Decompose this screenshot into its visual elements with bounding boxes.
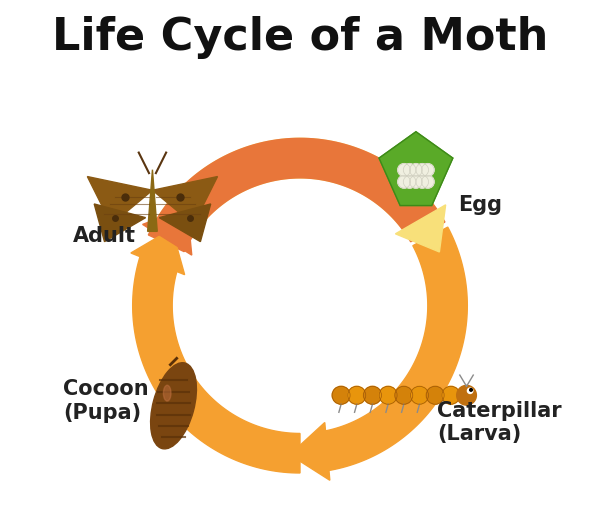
Polygon shape bbox=[148, 139, 445, 252]
Circle shape bbox=[421, 163, 434, 176]
Circle shape bbox=[457, 385, 476, 405]
Circle shape bbox=[398, 163, 410, 176]
Circle shape bbox=[403, 163, 416, 176]
Circle shape bbox=[348, 386, 366, 404]
Polygon shape bbox=[159, 204, 211, 241]
Circle shape bbox=[467, 388, 473, 394]
Circle shape bbox=[442, 386, 460, 404]
Polygon shape bbox=[148, 170, 157, 231]
Circle shape bbox=[410, 163, 422, 176]
Circle shape bbox=[426, 386, 444, 404]
Circle shape bbox=[364, 386, 382, 404]
Ellipse shape bbox=[163, 385, 171, 401]
Polygon shape bbox=[379, 132, 453, 206]
Circle shape bbox=[470, 388, 472, 391]
Polygon shape bbox=[290, 423, 330, 480]
Circle shape bbox=[379, 386, 397, 404]
Text: Adult: Adult bbox=[73, 227, 136, 247]
Circle shape bbox=[332, 386, 350, 404]
Polygon shape bbox=[133, 248, 300, 473]
Circle shape bbox=[416, 175, 428, 188]
Text: Life Cycle of a Moth: Life Cycle of a Moth bbox=[52, 16, 548, 59]
Text: Egg: Egg bbox=[458, 195, 502, 215]
Circle shape bbox=[395, 386, 413, 404]
Circle shape bbox=[403, 175, 416, 188]
Circle shape bbox=[410, 386, 428, 404]
Polygon shape bbox=[143, 208, 192, 255]
Polygon shape bbox=[152, 177, 218, 225]
Circle shape bbox=[421, 175, 434, 188]
Circle shape bbox=[398, 175, 410, 188]
Polygon shape bbox=[318, 227, 467, 471]
Text: Cocoon
(Pupa): Cocoon (Pupa) bbox=[63, 379, 148, 423]
Polygon shape bbox=[94, 204, 146, 241]
Polygon shape bbox=[158, 139, 442, 238]
Polygon shape bbox=[131, 229, 185, 275]
Polygon shape bbox=[395, 205, 446, 252]
Ellipse shape bbox=[151, 363, 196, 449]
Polygon shape bbox=[88, 177, 152, 225]
Text: Caterpillar
(Larva): Caterpillar (Larva) bbox=[437, 401, 562, 444]
Circle shape bbox=[410, 175, 422, 188]
Circle shape bbox=[416, 163, 428, 176]
